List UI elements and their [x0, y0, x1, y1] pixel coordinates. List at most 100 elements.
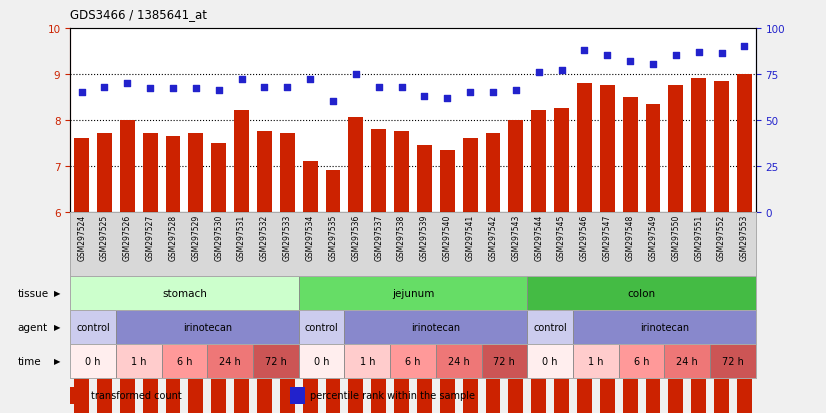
Text: GSM297535: GSM297535: [329, 214, 338, 261]
Text: GSM297529: GSM297529: [192, 214, 201, 260]
Text: GSM297526: GSM297526: [123, 214, 132, 260]
Bar: [299, 276, 527, 310]
Text: GSM297548: GSM297548: [625, 214, 634, 260]
Bar: [211, 143, 226, 413]
Point: [121, 80, 134, 87]
Text: 72 h: 72 h: [493, 356, 515, 366]
Text: jejunum: jejunum: [392, 288, 434, 298]
Text: GSM297524: GSM297524: [77, 214, 86, 260]
Text: GSM297532: GSM297532: [260, 214, 269, 260]
Text: GSM297540: GSM297540: [443, 214, 452, 261]
Point: [98, 84, 112, 90]
Text: agent: agent: [17, 322, 48, 332]
Text: control: control: [76, 322, 110, 332]
Text: irinotecan: irinotecan: [183, 322, 232, 332]
Text: GSM297547: GSM297547: [603, 214, 612, 261]
Bar: [436, 344, 482, 378]
Text: ▶: ▶: [55, 289, 61, 298]
Text: stomach: stomach: [162, 288, 206, 298]
Bar: [527, 344, 573, 378]
Text: GSM297530: GSM297530: [214, 214, 223, 261]
Bar: [70, 310, 116, 344]
Bar: [509, 121, 523, 413]
Text: GSM297550: GSM297550: [672, 214, 681, 261]
Bar: [303, 162, 317, 413]
Point: [555, 67, 568, 74]
Text: tissue: tissue: [17, 288, 49, 298]
Point: [395, 84, 408, 90]
Text: 24 h: 24 h: [448, 356, 469, 366]
Point: [509, 88, 523, 94]
Point: [624, 58, 637, 65]
Text: GSM297545: GSM297545: [557, 214, 566, 261]
Text: ▶: ▶: [55, 323, 61, 332]
Bar: [166, 136, 180, 413]
Text: 1 h: 1 h: [131, 356, 146, 366]
Bar: [486, 134, 501, 413]
Bar: [253, 344, 299, 378]
Text: GSM297551: GSM297551: [694, 214, 703, 260]
Bar: [372, 130, 386, 413]
Bar: [188, 134, 203, 413]
Bar: [417, 146, 432, 413]
Bar: [619, 344, 664, 378]
Bar: [531, 111, 546, 413]
Bar: [600, 86, 615, 413]
Text: time: time: [17, 356, 41, 366]
Bar: [668, 86, 683, 413]
Bar: [299, 310, 344, 344]
Point: [349, 71, 363, 78]
Text: 6 h: 6 h: [634, 356, 649, 366]
Point: [144, 86, 157, 93]
Text: GSM297549: GSM297549: [648, 214, 657, 261]
Text: GSM297543: GSM297543: [511, 214, 520, 261]
Text: GSM297537: GSM297537: [374, 214, 383, 261]
Text: GSM297539: GSM297539: [420, 214, 429, 261]
Bar: [235, 111, 249, 413]
Bar: [116, 344, 162, 378]
Point: [692, 49, 705, 56]
Text: control: control: [534, 322, 567, 332]
Text: 72 h: 72 h: [265, 356, 287, 366]
Bar: [299, 344, 344, 378]
Bar: [623, 97, 638, 413]
Bar: [325, 171, 340, 413]
Text: GSM297544: GSM297544: [534, 214, 544, 261]
Point: [235, 77, 249, 83]
Bar: [646, 104, 660, 413]
Bar: [162, 344, 207, 378]
Text: GSM297531: GSM297531: [237, 214, 246, 260]
Bar: [573, 344, 619, 378]
Point: [212, 88, 225, 94]
Bar: [554, 109, 569, 413]
Text: GSM297534: GSM297534: [306, 214, 315, 261]
Point: [373, 84, 386, 90]
Bar: [714, 81, 729, 413]
Point: [487, 90, 500, 96]
Text: 72 h: 72 h: [722, 356, 744, 366]
Text: GSM297546: GSM297546: [580, 214, 589, 261]
Bar: [482, 344, 527, 378]
Bar: [463, 139, 477, 413]
Text: 6 h: 6 h: [406, 356, 420, 366]
Text: GDS3466 / 1385641_at: GDS3466 / 1385641_at: [70, 8, 207, 21]
Text: GSM297533: GSM297533: [282, 214, 292, 261]
Point: [189, 86, 202, 93]
Text: GSM297542: GSM297542: [488, 214, 497, 260]
Bar: [290, 387, 305, 404]
Text: ▶: ▶: [55, 356, 61, 366]
Bar: [394, 132, 409, 413]
Text: control: control: [305, 322, 339, 332]
Bar: [390, 344, 436, 378]
Point: [647, 62, 660, 69]
Bar: [97, 134, 112, 413]
Bar: [691, 79, 706, 413]
Text: percentile rank within the sample: percentile rank within the sample: [311, 390, 475, 401]
Text: 0 h: 0 h: [543, 356, 558, 366]
Bar: [440, 150, 454, 413]
Text: 24 h: 24 h: [676, 356, 698, 366]
Text: 0 h: 0 h: [85, 356, 101, 366]
Text: 1 h: 1 h: [588, 356, 604, 366]
Text: GSM297541: GSM297541: [466, 214, 475, 260]
Point: [463, 90, 477, 96]
